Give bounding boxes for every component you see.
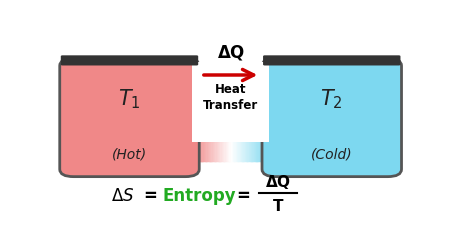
Bar: [195, 143, 197, 161]
Text: =: =: [144, 187, 158, 205]
FancyBboxPatch shape: [262, 58, 401, 177]
Bar: [236, 143, 238, 161]
Bar: [233, 143, 235, 161]
Text: $T_1$: $T_1$: [118, 87, 141, 111]
Bar: [257, 143, 260, 161]
Bar: [239, 143, 242, 161]
Bar: [223, 143, 225, 161]
Bar: [212, 143, 213, 161]
Bar: [248, 143, 251, 161]
Bar: [219, 143, 221, 161]
Bar: [255, 143, 257, 161]
Bar: [196, 143, 198, 161]
Bar: [192, 143, 194, 161]
FancyBboxPatch shape: [60, 58, 199, 177]
Bar: [216, 143, 219, 161]
Bar: [230, 143, 233, 161]
FancyBboxPatch shape: [263, 55, 400, 66]
Text: $\Delta S$: $\Delta S$: [111, 187, 134, 205]
Text: $\bf{\Delta Q}$: $\bf{\Delta Q}$: [265, 173, 291, 191]
Bar: [247, 143, 249, 161]
Text: Heat
Transfer: Heat Transfer: [203, 83, 258, 112]
Bar: [261, 143, 263, 161]
Bar: [207, 143, 208, 161]
Bar: [242, 143, 244, 161]
Text: (Hot): (Hot): [112, 147, 147, 162]
Bar: [250, 143, 252, 161]
Bar: [260, 143, 262, 161]
Bar: [228, 143, 230, 161]
Bar: [210, 143, 212, 161]
Bar: [198, 143, 199, 161]
Bar: [205, 143, 207, 161]
Bar: [234, 143, 236, 161]
Bar: [268, 143, 270, 161]
Bar: [238, 143, 240, 161]
Bar: [263, 143, 265, 161]
Text: (Cold): (Cold): [311, 147, 353, 162]
Bar: [254, 143, 256, 161]
Bar: [230, 143, 231, 161]
Bar: [201, 143, 203, 161]
Bar: [67, 60, 192, 65]
Bar: [224, 143, 226, 161]
Bar: [246, 143, 248, 161]
Bar: [225, 143, 228, 161]
Bar: [266, 143, 268, 161]
Text: =: =: [236, 187, 250, 205]
Bar: [237, 143, 239, 161]
Bar: [207, 143, 210, 161]
Bar: [259, 143, 261, 161]
Bar: [200, 143, 202, 161]
Bar: [218, 143, 220, 161]
Bar: [213, 143, 215, 161]
Bar: [222, 143, 224, 161]
Bar: [227, 143, 229, 161]
Text: Entropy: Entropy: [162, 187, 236, 205]
Bar: [194, 143, 195, 161]
Bar: [215, 143, 217, 161]
Bar: [256, 143, 258, 161]
Bar: [265, 143, 267, 161]
Bar: [241, 143, 243, 161]
Text: $T_2$: $T_2$: [320, 87, 343, 111]
Bar: [198, 143, 201, 161]
Bar: [243, 143, 245, 161]
Bar: [232, 143, 234, 161]
Bar: [264, 143, 266, 161]
Bar: [214, 143, 216, 161]
Bar: [245, 143, 247, 161]
FancyBboxPatch shape: [61, 55, 198, 66]
Bar: [269, 60, 395, 65]
Bar: [251, 143, 253, 161]
Bar: [192, 62, 269, 143]
Text: $\bf{T}$: $\bf{T}$: [271, 198, 284, 214]
Bar: [252, 143, 254, 161]
Bar: [202, 143, 204, 161]
Text: $\bf{\Delta Q}$: $\bf{\Delta Q}$: [216, 43, 245, 62]
Bar: [220, 143, 222, 161]
Bar: [209, 143, 211, 161]
Bar: [204, 143, 206, 161]
